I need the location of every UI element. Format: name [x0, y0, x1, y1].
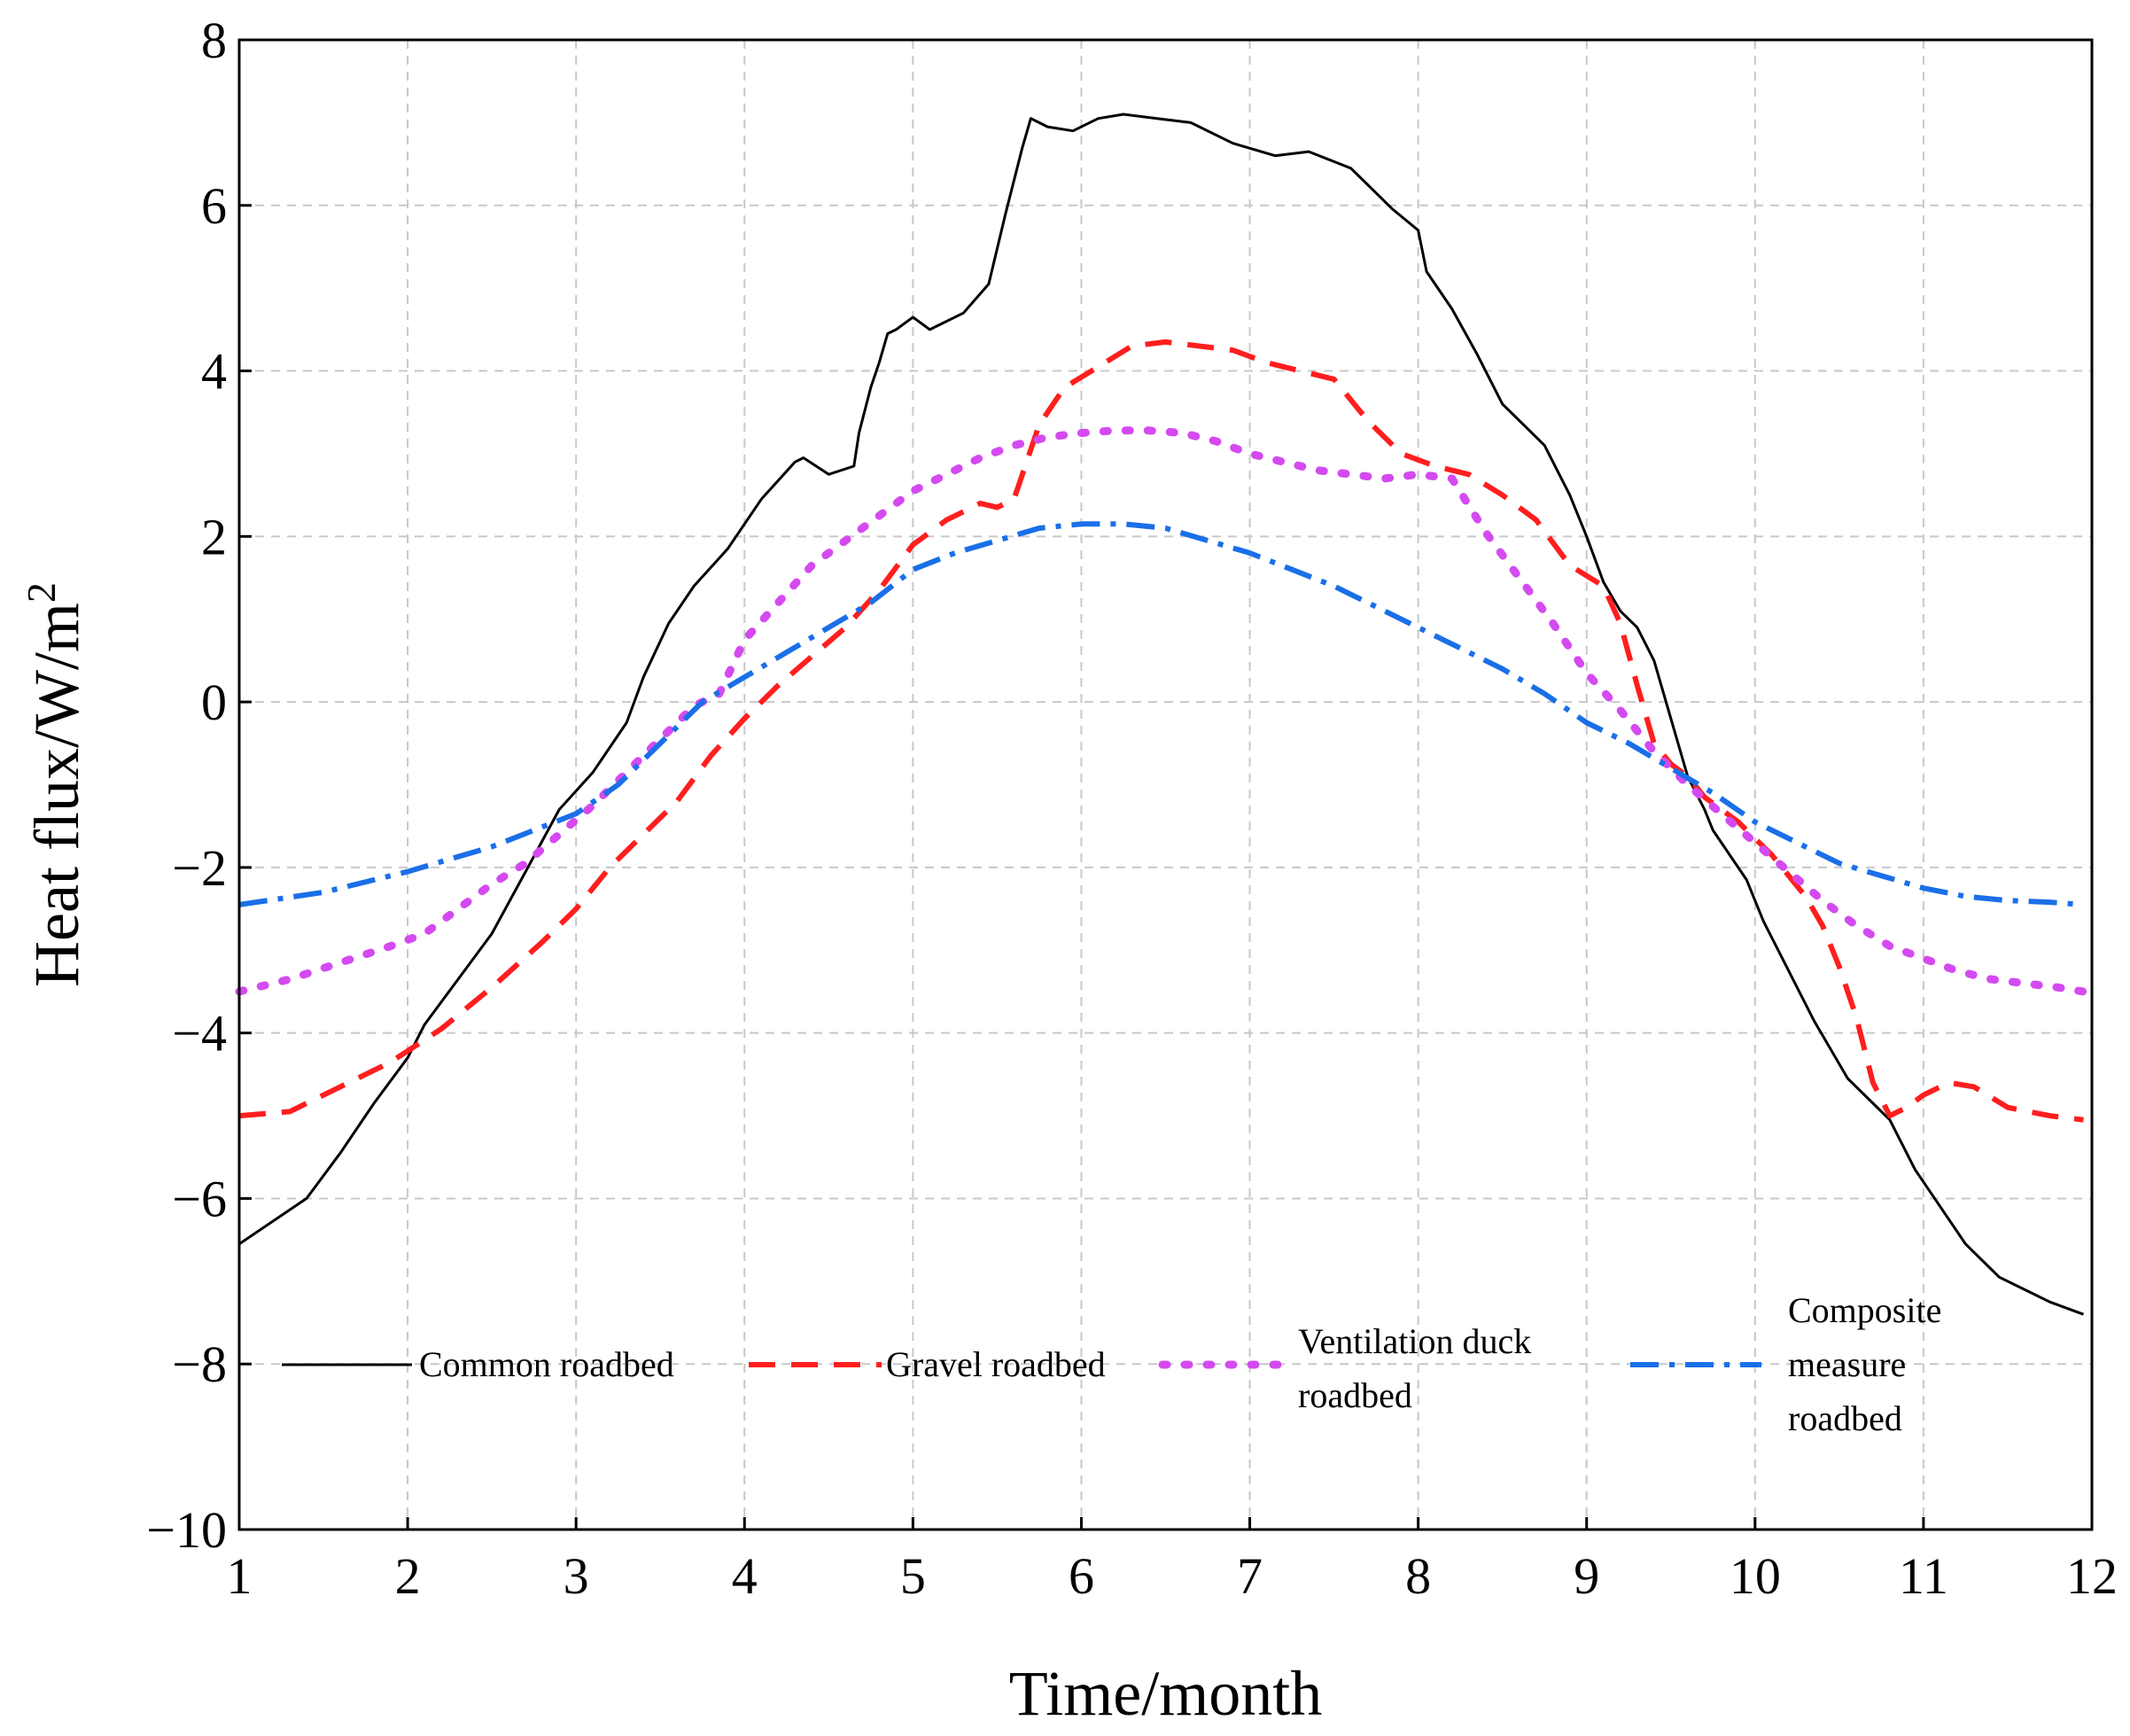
y-tick-label: −6: [172, 1170, 227, 1227]
y-tick-label: 4: [201, 343, 227, 401]
x-tick-label: 8: [1405, 1547, 1431, 1605]
y-tick-label: −4: [172, 1005, 227, 1063]
y-tick-label: 2: [201, 508, 227, 565]
x-tick-label: 6: [1069, 1547, 1094, 1605]
x-tick-label: 7: [1237, 1547, 1263, 1605]
x-axis: 1 2 3 4 5 6 7 8 9 10 11 12: [227, 1517, 2118, 1605]
x-tick-label: 5: [900, 1547, 926, 1605]
x-axis-title: Time/month: [1009, 1658, 1322, 1729]
y-tick-label: −10: [146, 1501, 227, 1559]
x-tick-label: 3: [564, 1547, 589, 1605]
x-tick-label: 12: [2066, 1547, 2118, 1605]
x-tick-label: 4: [732, 1547, 758, 1605]
x-tick-label: 10: [1730, 1547, 1781, 1605]
y-tick-label: −2: [172, 839, 227, 897]
series-line-2: [238, 339, 2084, 1123]
x-tick-label: 2: [395, 1547, 421, 1605]
legend-label-2: Gravel roadbed: [886, 1344, 1106, 1384]
y-tick-label: 8: [201, 12, 227, 69]
series-line-4: [238, 521, 2084, 907]
x-tick-label: 11: [1899, 1547, 1948, 1605]
y-axis-title: Heat flux/W/m2: [19, 582, 92, 987]
legend-label-3: Ventilation duck roadbed: [1298, 1321, 1531, 1415]
y-axis-title-main: Heat flux/W/m: [21, 603, 92, 987]
series-layer: [235, 113, 2087, 1316]
legend: Common roadbed Gravel roadbed Ventilation …: [282, 1290, 1941, 1438]
legend-label-1: Common roadbed: [419, 1344, 674, 1384]
x-tick-label: 9: [1574, 1547, 1599, 1605]
x-tick-label: 1: [227, 1547, 253, 1605]
y-axis-title-superscript: 2: [19, 582, 64, 603]
y-tick-label: 0: [201, 673, 227, 731]
plot-frame: [237, 38, 2094, 1531]
y-tick-label: −8: [172, 1335, 227, 1393]
series-line-1: [238, 113, 2085, 1316]
y-axis: −10 −8 −6 −4 −2 0 2 4 6 8: [146, 12, 252, 1559]
legend-label-4: Composite measure roadbed: [1788, 1290, 1941, 1438]
series-line-3: [235, 426, 2087, 996]
y-tick-label: 6: [201, 177, 227, 235]
grid-lines: [239, 40, 2092, 1530]
